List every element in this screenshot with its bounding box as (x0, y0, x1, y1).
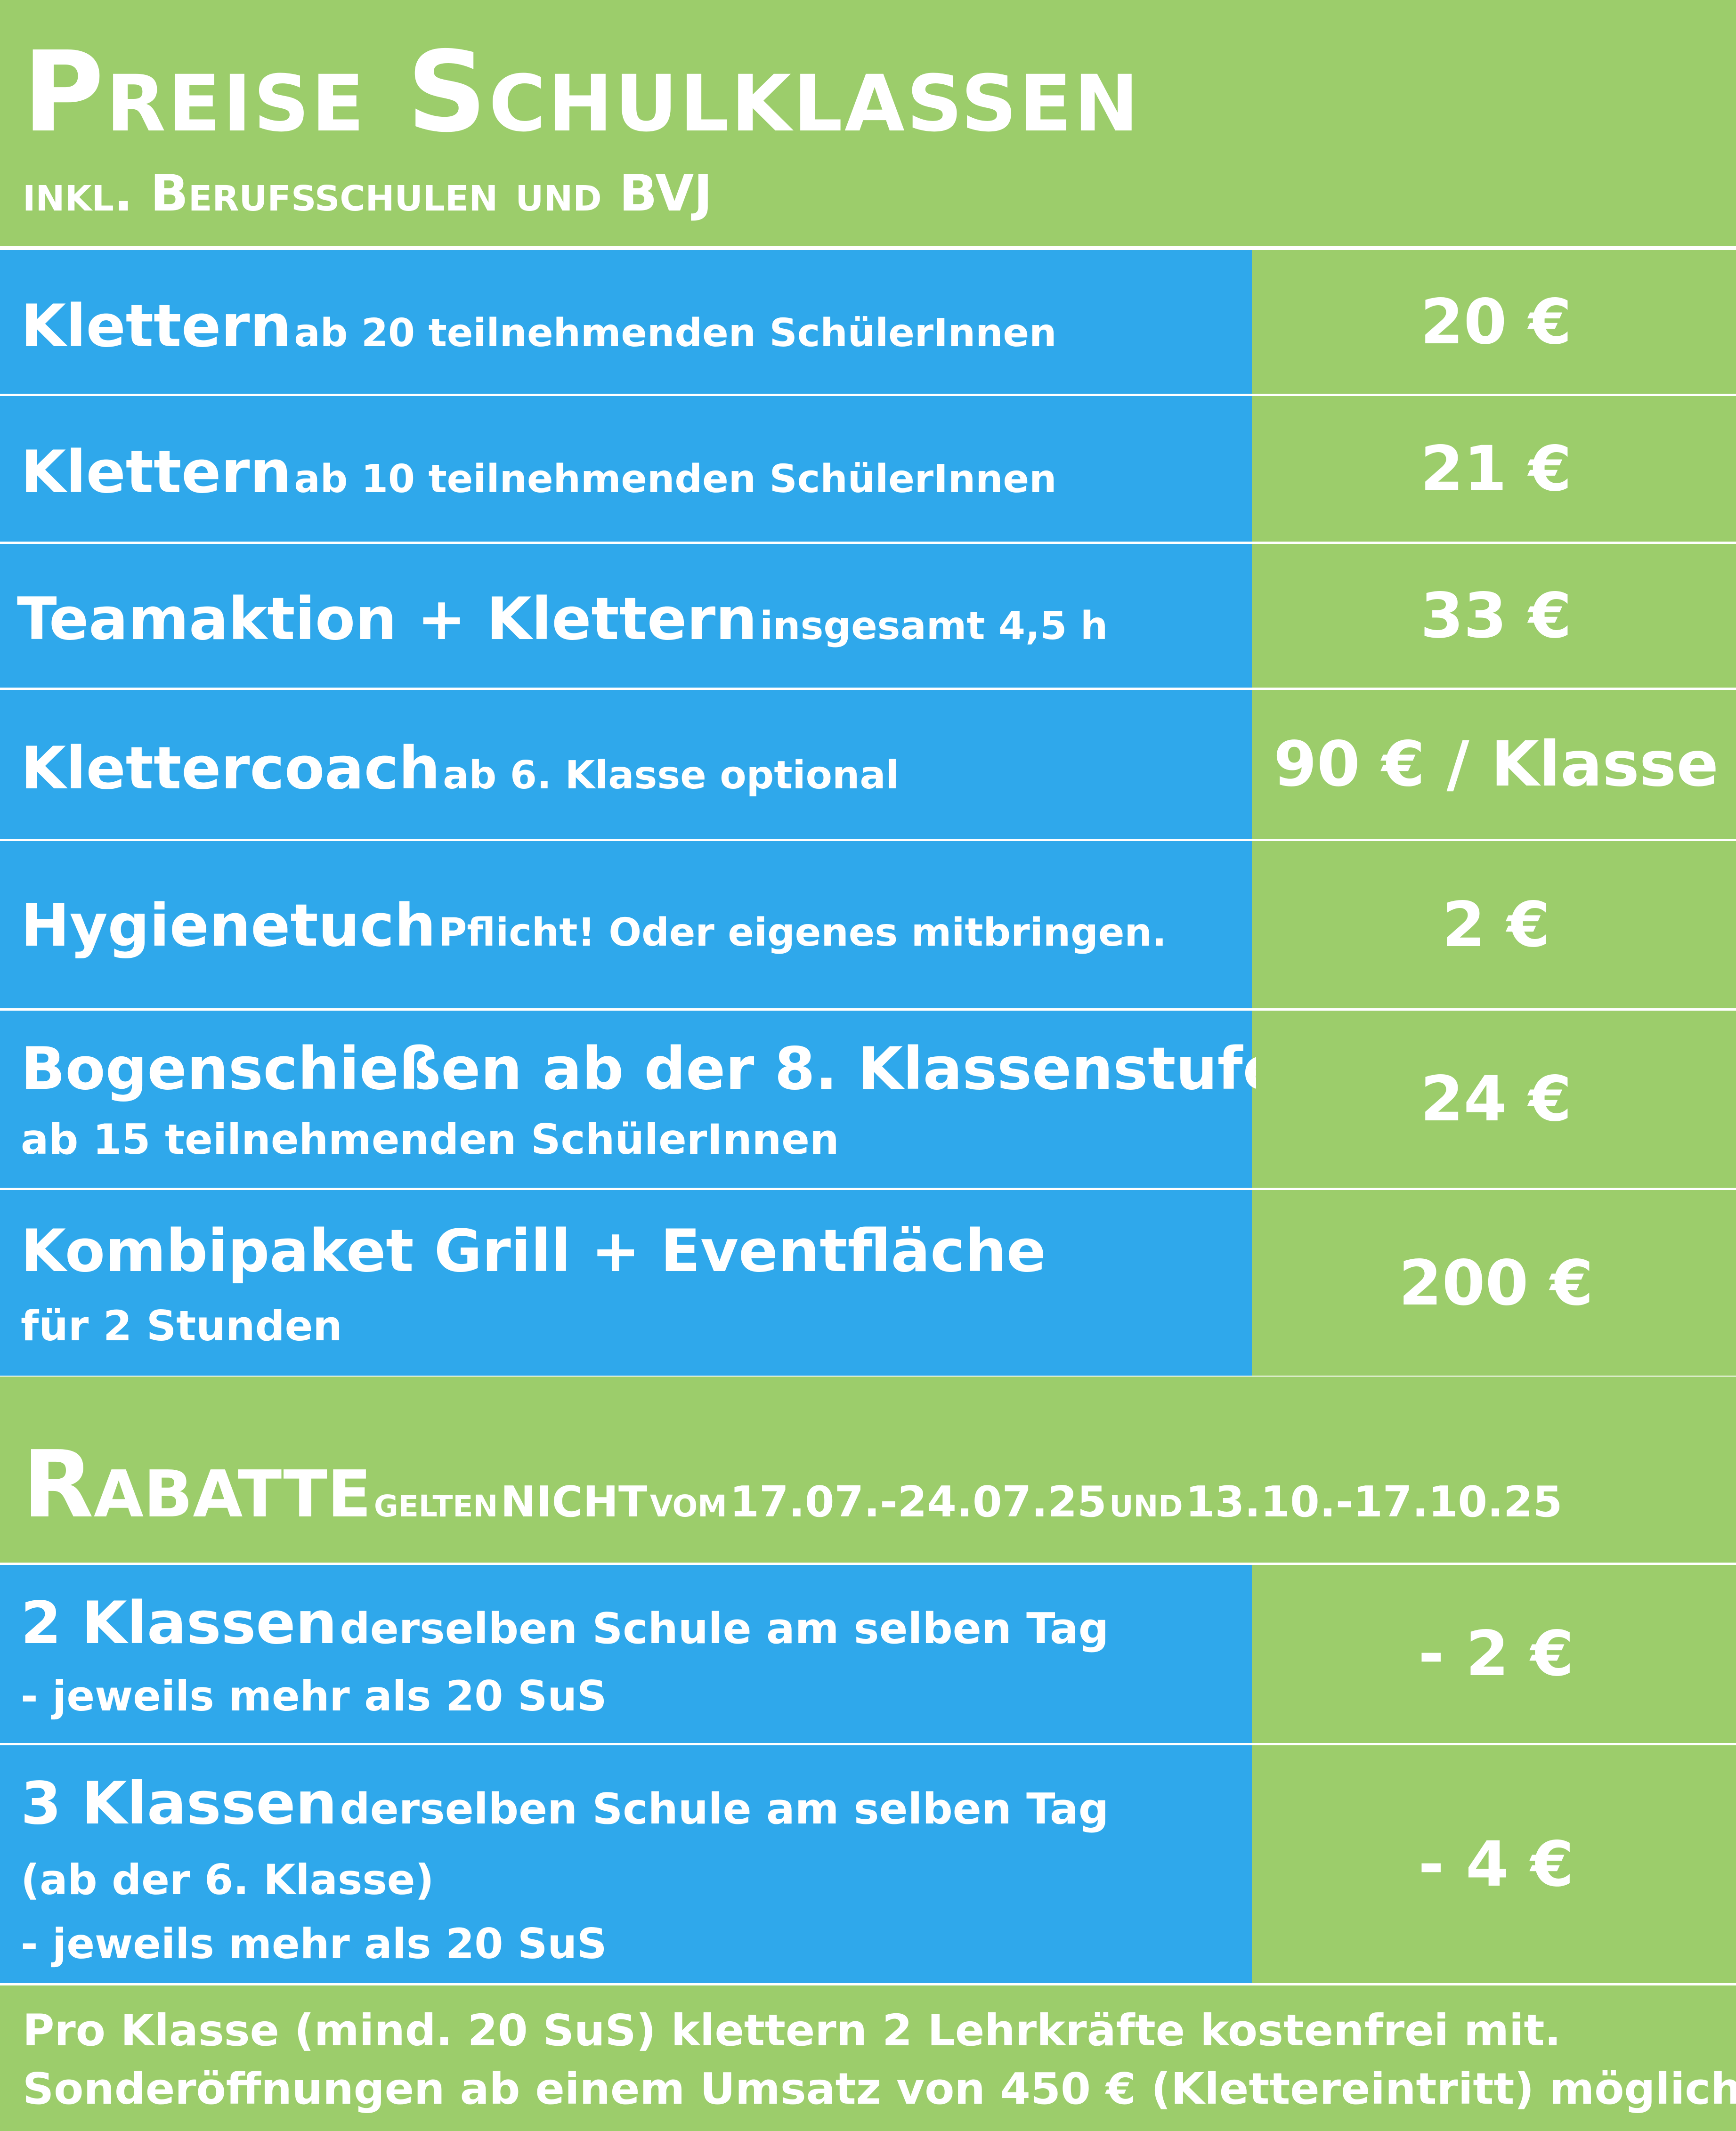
price-row-hygienetuch: Hygienetuch Pflicht! Oder eigenes mitbri… (0, 841, 1736, 1008)
footer-line-2: Sonderöffnungen ab einem Umsatz von 450 … (23, 2064, 1736, 2114)
price-row-teamaktion: Teamaktion + Klettern insgesamt 4,5 h 33… (0, 544, 1736, 688)
row-detail: ab 6. Klasse optional (443, 753, 899, 798)
rabatte-note-nicht: NICHT (500, 1477, 648, 1527)
row-price: 33 € (1256, 544, 1736, 688)
row-label-cell: Hygienetuch Pflicht! Oder eigenes mitbri… (0, 841, 1252, 1008)
row-title: Klettern (21, 292, 292, 360)
row-detail: insgesamt 4,5 h (760, 604, 1108, 648)
row-label-cell: Teamaktion + Klettern insgesamt 4,5 h (0, 544, 1252, 688)
row-price: 2 € (1256, 841, 1736, 1008)
row-price: 20 € (1256, 250, 1736, 394)
row-label-cell: Bogenschießen ab der 8. Klassenstufe ab … (0, 1011, 1282, 1188)
row-label-cell: Klettern ab 20 teilnehmenden SchülerInne… (0, 250, 1252, 394)
row-title: Kombipaket Grill + Eventfläche (21, 1217, 1046, 1285)
row-price: 90 € / Klasse (1256, 690, 1736, 839)
rabatte-title: Rabatte (23, 1431, 372, 1539)
row-detail: derselben Schule am selben Tag (340, 1784, 1109, 1834)
row-subline: ab 15 teilnehmenden SchülerInnen (21, 1115, 839, 1164)
row-separator (0, 394, 1736, 396)
row-title: 2 Klassen (21, 1589, 337, 1657)
row-separator (0, 542, 1736, 544)
row-title: Teamaktion + Klettern (17, 585, 757, 653)
rabatte-heading: Rabatte gelten NICHT vom 17.07.-24.07.25… (23, 1439, 1562, 1531)
row-subline: für 2 Stunden (21, 1302, 342, 1350)
row-separator (0, 688, 1736, 690)
rabatte-note-date-1: 17.07.-24.07.25 (730, 1477, 1107, 1527)
row-price: - 2 € (1256, 1565, 1736, 1743)
rabatte-note-gelten: gelten (373, 1477, 498, 1527)
row-subline: (ab der 6. Klasse) (21, 1856, 434, 1904)
row-price: 21 € (1256, 396, 1736, 542)
row-title: Klettercoach (21, 735, 440, 802)
price-row-klettercoach: Klettercoach ab 6. Klasse optional 90 € … (0, 690, 1736, 839)
row-detail: ab 10 teilnehmenden SchülerInnen (294, 457, 1057, 502)
row-subline: - jeweils mehr als 20 SuS (21, 1672, 607, 1720)
price-row-climbing-20: Klettern ab 20 teilnehmenden SchülerInne… (0, 250, 1736, 394)
price-row-climbing-10: Klettern ab 10 teilnehmenden SchülerInne… (0, 396, 1736, 542)
row-separator (0, 1983, 1736, 1985)
row-label-cell: 3 Klassen derselben Schule am selben Tag… (0, 1745, 1252, 1983)
header-divider (0, 246, 1736, 250)
row-separator (0, 839, 1736, 841)
row-title: Bogenschießen ab der 8. Klassenstufe (21, 1035, 1282, 1103)
page-subtitle: inkl. Berufsschulen und BVJ (23, 164, 713, 222)
rabatte-section (0, 1377, 1736, 1565)
row-label-cell: Klettercoach ab 6. Klasse optional (0, 690, 1252, 839)
row-detail: ab 20 teilnehmenden SchülerInnen (294, 311, 1057, 356)
rabatte-note-date-2: 13.10.-17.10.25 (1185, 1477, 1563, 1527)
rabatte-note-und: und (1109, 1477, 1183, 1527)
row-detail: derselben Schule am selben Tag (340, 1604, 1109, 1653)
rabatte-note-vom: vom (649, 1477, 727, 1527)
row-separator (0, 1743, 1736, 1745)
row-separator (0, 1563, 1736, 1565)
footer-line-1: Pro Klasse (mind. 20 SuS) klettern 2 Leh… (23, 2005, 1561, 2056)
row-separator (0, 1008, 1736, 1011)
row-subline: - jeweils mehr als 20 SuS (21, 1920, 607, 1968)
row-separator (0, 1188, 1736, 1190)
row-label-cell: 2 Klassen derselben Schule am selben Tag… (0, 1565, 1252, 1743)
row-price: 24 € (1256, 1011, 1736, 1188)
price-row-bogenschiessen: Bogenschießen ab der 8. Klassenstufe ab … (0, 1011, 1736, 1188)
discount-row-2-klassen: 2 Klassen derselben Schule am selben Tag… (0, 1565, 1736, 1743)
row-title: Hygienetuch (21, 892, 436, 960)
price-row-kombipaket: Kombipaket Grill + Eventfläche für 2 Stu… (0, 1190, 1736, 1377)
row-price: - 4 € (1256, 1745, 1736, 1983)
row-detail: Pflicht! Oder eigenes mitbringen. (438, 910, 1167, 955)
page-title: Preise Schulklassen (23, 27, 1141, 157)
row-label-cell: Kombipaket Grill + Eventfläche für 2 Stu… (0, 1190, 1252, 1377)
discount-row-3-klassen: 3 Klassen derselben Schule am selben Tag… (0, 1745, 1736, 1983)
row-title: Klettern (21, 438, 292, 506)
row-title: 3 Klassen (21, 1770, 337, 1838)
header: Preise Schulklassen inkl. Berufsschulen … (0, 0, 1736, 246)
row-label-cell: Klettern ab 10 teilnehmenden SchülerInne… (0, 396, 1252, 542)
row-price: 200 € (1256, 1190, 1736, 1377)
